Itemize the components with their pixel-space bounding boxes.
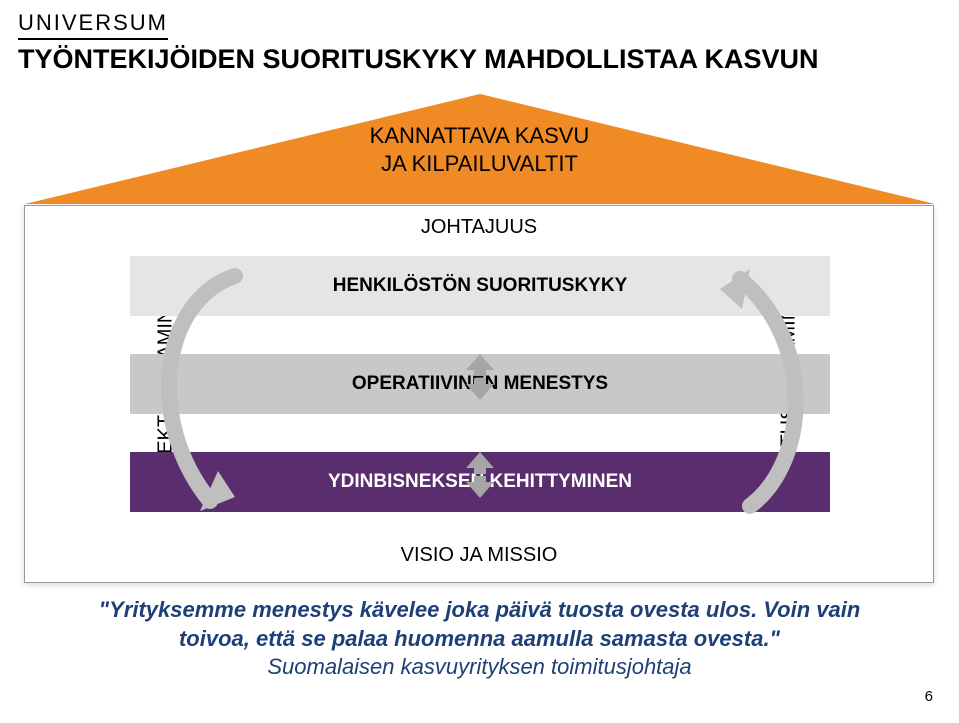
page-title: TYÖNTEKIJÖIDEN SUORITUSKYKY MAHDOLLISTAA… <box>18 44 819 75</box>
quote-attribution: Suomalaisen kasvuyrityksen toimitusjohta… <box>70 653 889 682</box>
top-label: JOHTAJUUS <box>25 216 933 239</box>
diagram-box: JOHTAJUUS PROJEKTIJOHTAMINEN SOURITUSJOH… <box>24 205 934 583</box>
roof-text: KANNATTAVA KASVU JA KILPAILUVALTIT <box>0 122 959 177</box>
roof-line2: JA KILPAILUVALTIT <box>381 151 578 176</box>
bottom-label: VISIO JA MISSIO <box>25 544 933 567</box>
quote-block: "Yrityksemme menestys kävelee joka päivä… <box>0 596 959 682</box>
brand-logo: UNIVERSUM <box>18 10 168 40</box>
page-number: 6 <box>925 688 933 705</box>
roof-line1: KANNATTAVA KASVU <box>370 123 590 148</box>
layers-stack: HENKILÖSTÖN SUORITUSKYKY OPERATIIVINEN M… <box>130 256 830 512</box>
quote-text: "Yrityksemme menestys kävelee joka päivä… <box>99 597 861 651</box>
arrow-updown-2 <box>458 452 502 498</box>
layer-1: HENKILÖSTÖN SUORITUSKYKY <box>130 256 830 316</box>
arrow-updown-1 <box>458 354 502 400</box>
